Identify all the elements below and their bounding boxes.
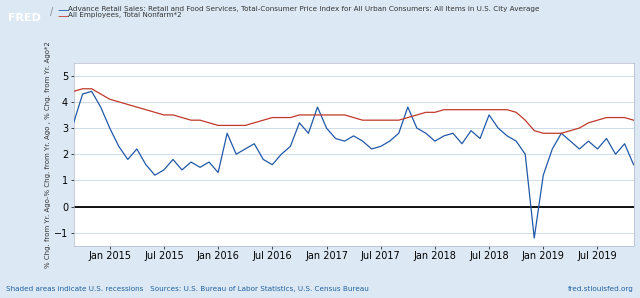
Text: —: — [58, 5, 68, 15]
Text: Shaded areas indicate U.S. recessions   Sources: U.S. Bureau of Labor Statistics: Shaded areas indicate U.S. recessions So… [6, 286, 369, 292]
Text: Advance Retail Sales: Retail and Food Services, Total-Consumer Price Index for A: Advance Retail Sales: Retail and Food Se… [68, 6, 540, 12]
Text: fred.stlouisfed.org: fred.stlouisfed.org [568, 286, 634, 292]
Y-axis label: % Chg. from Yr. Ago-% Chg. from Yr. Ago , % Chg. from Yr. Ago*2: % Chg. from Yr. Ago-% Chg. from Yr. Ago … [45, 41, 51, 268]
Text: All Employees, Total Nonfarm*2: All Employees, Total Nonfarm*2 [68, 12, 182, 18]
Text: /: / [50, 7, 53, 18]
Text: FRED: FRED [8, 13, 40, 23]
Text: —: — [58, 11, 68, 21]
